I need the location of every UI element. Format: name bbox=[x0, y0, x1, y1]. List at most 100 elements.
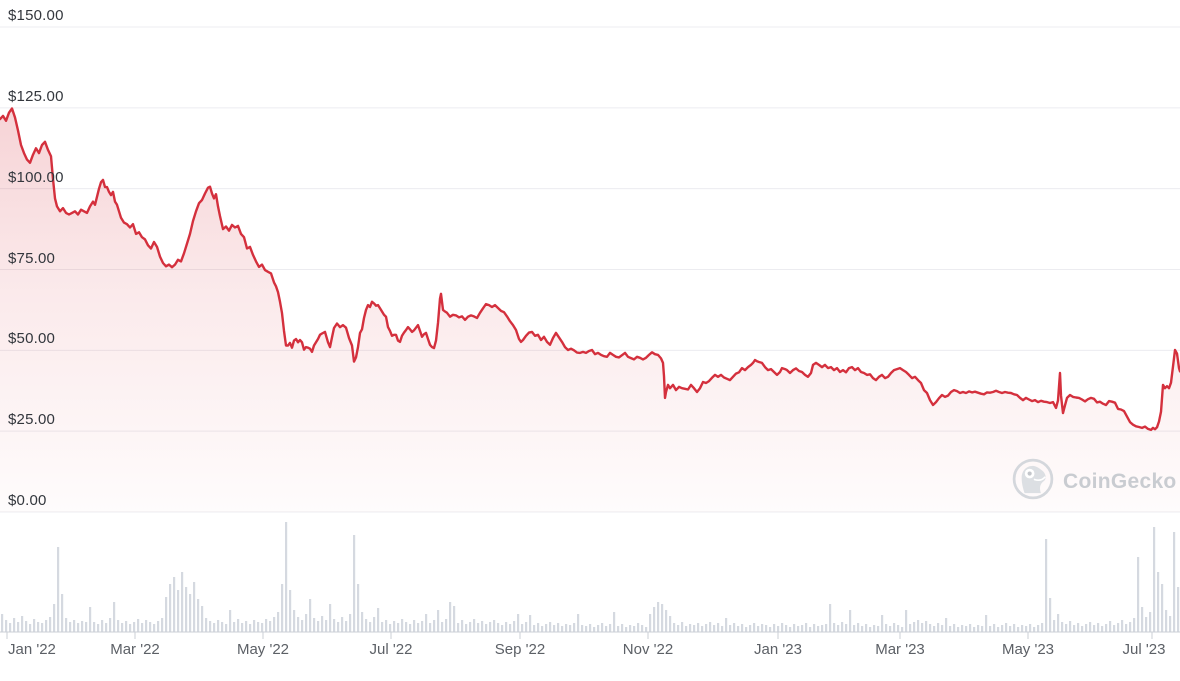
volume-bar bbox=[1097, 623, 1100, 632]
volume-bar bbox=[509, 624, 512, 632]
y-axis-label: $150.00 bbox=[8, 7, 64, 24]
volume-bar bbox=[245, 621, 248, 632]
volume-bar bbox=[777, 626, 780, 632]
volume-bar bbox=[149, 622, 152, 632]
volume-bar bbox=[81, 621, 84, 632]
volume-bar bbox=[677, 625, 680, 632]
volume-bar bbox=[633, 626, 636, 632]
volume-bar bbox=[25, 621, 28, 632]
volume-bar bbox=[801, 625, 804, 632]
volume-bar bbox=[1041, 623, 1044, 632]
volume-bar bbox=[669, 616, 672, 632]
volume-bar bbox=[905, 610, 908, 632]
volume-bar bbox=[197, 599, 200, 632]
volume-bar bbox=[237, 619, 240, 632]
volume-bar bbox=[1077, 623, 1080, 632]
volume-bar bbox=[809, 627, 812, 632]
volume-bar bbox=[741, 624, 744, 632]
volume-bar bbox=[253, 620, 256, 632]
volume-bar bbox=[1017, 627, 1020, 632]
volume-bar bbox=[1093, 625, 1096, 632]
x-axis-label: Jan '23 bbox=[754, 641, 802, 658]
x-axis-label: Jan '22 bbox=[8, 641, 56, 658]
volume-bar bbox=[9, 623, 12, 632]
volume-bar bbox=[497, 623, 500, 632]
volume-bar bbox=[969, 624, 972, 632]
volume-bar bbox=[829, 604, 832, 632]
volume-bar bbox=[1073, 625, 1076, 632]
volume-bar bbox=[437, 610, 440, 632]
coingecko-watermark: CoinGecko bbox=[1012, 458, 1177, 505]
volume-bar bbox=[169, 584, 172, 632]
volume-bar bbox=[297, 617, 300, 632]
volume-bar bbox=[985, 615, 988, 632]
volume-bar bbox=[341, 617, 344, 632]
volume-bar bbox=[889, 626, 892, 632]
volume-bar bbox=[21, 616, 24, 632]
volume-bar bbox=[845, 624, 848, 632]
x-axis-label: Sep '22 bbox=[494, 641, 546, 658]
volume-bar bbox=[589, 624, 592, 632]
volume-bar bbox=[913, 622, 916, 632]
volume-bar bbox=[837, 625, 840, 632]
volume-bar bbox=[337, 622, 340, 632]
volume-bar bbox=[717, 623, 720, 632]
volume-bar bbox=[569, 625, 572, 632]
y-axis-label: $75.00 bbox=[8, 249, 56, 267]
volume-bar bbox=[529, 615, 532, 632]
volume-bar bbox=[917, 620, 920, 632]
volume-bar bbox=[989, 626, 992, 632]
volume-bar bbox=[1081, 626, 1084, 632]
volume-bar bbox=[469, 622, 472, 632]
volume-bar bbox=[49, 617, 52, 632]
x-axis-label: Mar '22 bbox=[110, 641, 160, 658]
volume-bar bbox=[1109, 621, 1112, 632]
volume-bar bbox=[345, 621, 348, 632]
volume-bar bbox=[265, 619, 268, 632]
volume-bar bbox=[313, 618, 316, 632]
volume-bar bbox=[281, 584, 284, 632]
volume-bar bbox=[549, 622, 552, 632]
volume-bar bbox=[501, 625, 504, 632]
volume-bar bbox=[101, 620, 104, 632]
volume-bar bbox=[1037, 625, 1040, 632]
volume-bar bbox=[997, 627, 1000, 632]
volume-bar bbox=[1085, 624, 1088, 632]
price-area-fill bbox=[0, 108, 1180, 512]
volume-bar bbox=[361, 612, 364, 632]
volume-bar bbox=[273, 617, 276, 632]
volume-bar bbox=[869, 627, 872, 632]
volume-bar bbox=[113, 602, 116, 632]
volume-bar bbox=[781, 623, 784, 632]
volume-bar bbox=[981, 626, 984, 632]
volume-bar bbox=[849, 610, 852, 632]
y-axis-label: $100.00 bbox=[8, 168, 64, 186]
volume-bar bbox=[625, 627, 628, 632]
volume-bar bbox=[1069, 621, 1072, 632]
volume-bar bbox=[133, 622, 136, 632]
volume-bar bbox=[545, 624, 548, 632]
volume-bar bbox=[293, 610, 296, 632]
volume-bar bbox=[1157, 572, 1160, 632]
volume-bar bbox=[405, 622, 408, 632]
volume-bar bbox=[645, 627, 648, 632]
x-axis-label: Jul '23 bbox=[1122, 641, 1166, 658]
y-axis-label: $0.00 bbox=[8, 492, 47, 509]
volume-bar bbox=[929, 624, 932, 632]
volume-bar bbox=[949, 626, 952, 632]
volume-bar bbox=[537, 623, 540, 632]
volume-bar bbox=[29, 624, 32, 632]
volume-bar bbox=[597, 625, 600, 632]
volume-bar bbox=[229, 610, 232, 632]
volume-bar bbox=[881, 615, 884, 632]
volume-bar bbox=[793, 624, 796, 632]
volume-bar bbox=[785, 625, 788, 632]
volume-bar bbox=[493, 620, 496, 632]
volume-bar bbox=[65, 618, 68, 632]
volume-bar bbox=[37, 622, 40, 632]
volume-bar bbox=[1125, 624, 1128, 632]
volume-bar bbox=[69, 622, 72, 632]
volume-bar bbox=[813, 624, 816, 632]
volume-bar bbox=[541, 626, 544, 632]
